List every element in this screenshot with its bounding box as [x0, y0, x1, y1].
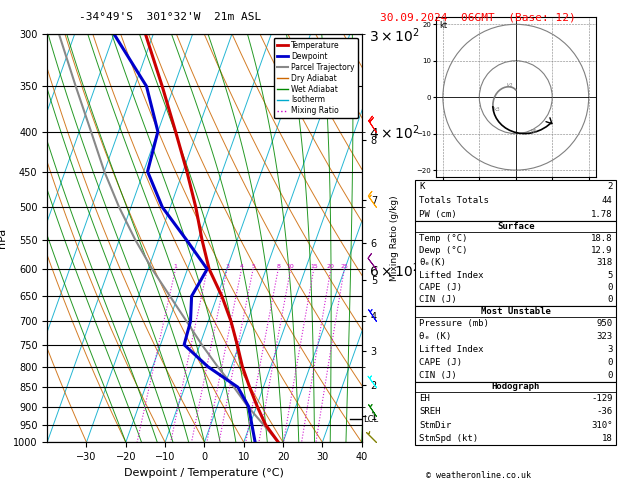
Text: Pressure (mb): Pressure (mb): [419, 319, 489, 328]
Text: θₑ(K): θₑ(K): [419, 258, 446, 267]
Text: CAPE (J): CAPE (J): [419, 283, 462, 292]
Text: 323: 323: [596, 332, 613, 341]
Text: Surface: Surface: [497, 222, 535, 231]
Text: CIN (J): CIN (J): [419, 370, 457, 380]
Text: 30.09.2024  06GMT  (Base: 12): 30.09.2024 06GMT (Base: 12): [380, 12, 576, 22]
Text: 3: 3: [607, 345, 613, 354]
Text: 2: 2: [205, 264, 209, 269]
Text: θₑ (K): θₑ (K): [419, 332, 451, 341]
Text: Dewp (°C): Dewp (°C): [419, 246, 467, 255]
Text: K: K: [419, 182, 425, 191]
Text: PW (cm): PW (cm): [419, 210, 457, 219]
Text: Totals Totals: Totals Totals: [419, 196, 489, 205]
Text: 0: 0: [607, 358, 613, 366]
Text: 20: 20: [327, 264, 335, 269]
Text: 318: 318: [596, 258, 613, 267]
Text: © weatheronline.co.uk: © weatheronline.co.uk: [426, 471, 530, 480]
Text: 5: 5: [251, 264, 255, 269]
Text: 3: 3: [225, 264, 229, 269]
Text: 12.9: 12.9: [591, 246, 613, 255]
Text: 950: 950: [596, 319, 613, 328]
Legend: Temperature, Dewpoint, Parcel Trajectory, Dry Adiabat, Wet Adiabat, Isotherm, Mi: Temperature, Dewpoint, Parcel Trajectory…: [274, 38, 358, 119]
Text: EH: EH: [419, 394, 430, 403]
Y-axis label: hPa: hPa: [0, 228, 8, 248]
Text: 5: 5: [607, 271, 613, 280]
Text: kt: kt: [439, 20, 447, 30]
Text: -36: -36: [596, 407, 613, 417]
Text: k2: k2: [507, 83, 514, 88]
Text: Lifted Index: Lifted Index: [419, 271, 484, 280]
Text: 8: 8: [276, 264, 280, 269]
Text: -34°49'S  301°32'W  21m ASL: -34°49'S 301°32'W 21m ASL: [79, 12, 261, 22]
Text: Most Unstable: Most Unstable: [481, 307, 551, 316]
Text: 4: 4: [240, 264, 243, 269]
Text: CIN (J): CIN (J): [419, 295, 457, 305]
Text: 25: 25: [340, 264, 348, 269]
Text: Temp (°C): Temp (°C): [419, 233, 467, 243]
Text: SREH: SREH: [419, 407, 440, 417]
Text: k3: k3: [493, 107, 500, 112]
Text: LCL: LCL: [363, 415, 378, 424]
Y-axis label: km
ASL: km ASL: [423, 229, 445, 247]
Text: Lifted Index: Lifted Index: [419, 345, 484, 354]
Text: 18: 18: [602, 434, 613, 443]
Text: Mixing Ratio (g/kg): Mixing Ratio (g/kg): [390, 195, 399, 281]
Text: 15: 15: [310, 264, 318, 269]
Text: 10: 10: [287, 264, 294, 269]
Text: CAPE (J): CAPE (J): [419, 358, 462, 366]
Text: -129: -129: [591, 394, 613, 403]
Text: 310°: 310°: [591, 420, 613, 430]
X-axis label: Dewpoint / Temperature (°C): Dewpoint / Temperature (°C): [125, 468, 284, 478]
Text: 2: 2: [607, 182, 613, 191]
Text: StmSpd (kt): StmSpd (kt): [419, 434, 478, 443]
Text: 0: 0: [607, 295, 613, 305]
Text: Hodograph: Hodograph: [492, 382, 540, 391]
Text: 0: 0: [607, 283, 613, 292]
Text: 1: 1: [174, 264, 177, 269]
Text: k5: k5: [530, 129, 537, 134]
Text: 44: 44: [602, 196, 613, 205]
Text: 18.8: 18.8: [591, 233, 613, 243]
Text: 0: 0: [607, 370, 613, 380]
Text: 1.78: 1.78: [591, 210, 613, 219]
Text: StmDir: StmDir: [419, 420, 451, 430]
